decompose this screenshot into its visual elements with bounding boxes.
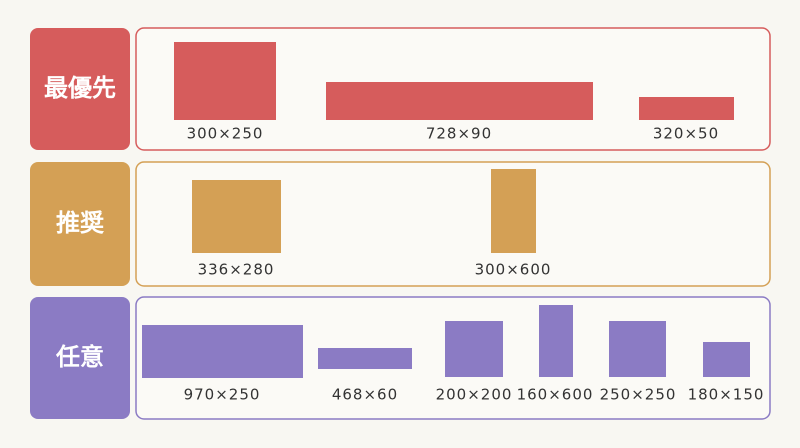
ad-block bbox=[539, 305, 573, 377]
ad-block bbox=[192, 180, 281, 253]
row-label: 任意 bbox=[55, 343, 104, 371]
ad-block bbox=[326, 82, 593, 120]
row-label-box bbox=[30, 297, 130, 419]
size-label: 200×200 bbox=[436, 386, 513, 404]
row-label: 推奨 bbox=[56, 209, 105, 237]
ad-block bbox=[703, 342, 750, 377]
size-label: 728×90 bbox=[426, 125, 492, 143]
size-label: 468×60 bbox=[332, 386, 398, 404]
ad-block bbox=[609, 321, 666, 377]
size-label: 250×250 bbox=[600, 386, 677, 404]
size-label: 300×250 bbox=[187, 125, 264, 143]
ad-block bbox=[445, 321, 503, 377]
ad-block bbox=[174, 42, 276, 120]
row-frame bbox=[135, 161, 771, 287]
size-label: 300×600 bbox=[475, 261, 552, 279]
ad-block bbox=[142, 325, 303, 378]
ad-block bbox=[491, 169, 536, 253]
row-label-box bbox=[30, 162, 130, 286]
size-label: 160×600 bbox=[517, 386, 594, 404]
size-label: 180×150 bbox=[688, 386, 765, 404]
size-label: 970×250 bbox=[184, 386, 261, 404]
row-label: 最優先 bbox=[44, 74, 116, 102]
row-label-box bbox=[30, 28, 130, 150]
ad-block bbox=[639, 97, 734, 120]
ad-block bbox=[318, 348, 412, 369]
size-label: 320×50 bbox=[653, 125, 719, 143]
size-label: 336×280 bbox=[198, 261, 275, 279]
